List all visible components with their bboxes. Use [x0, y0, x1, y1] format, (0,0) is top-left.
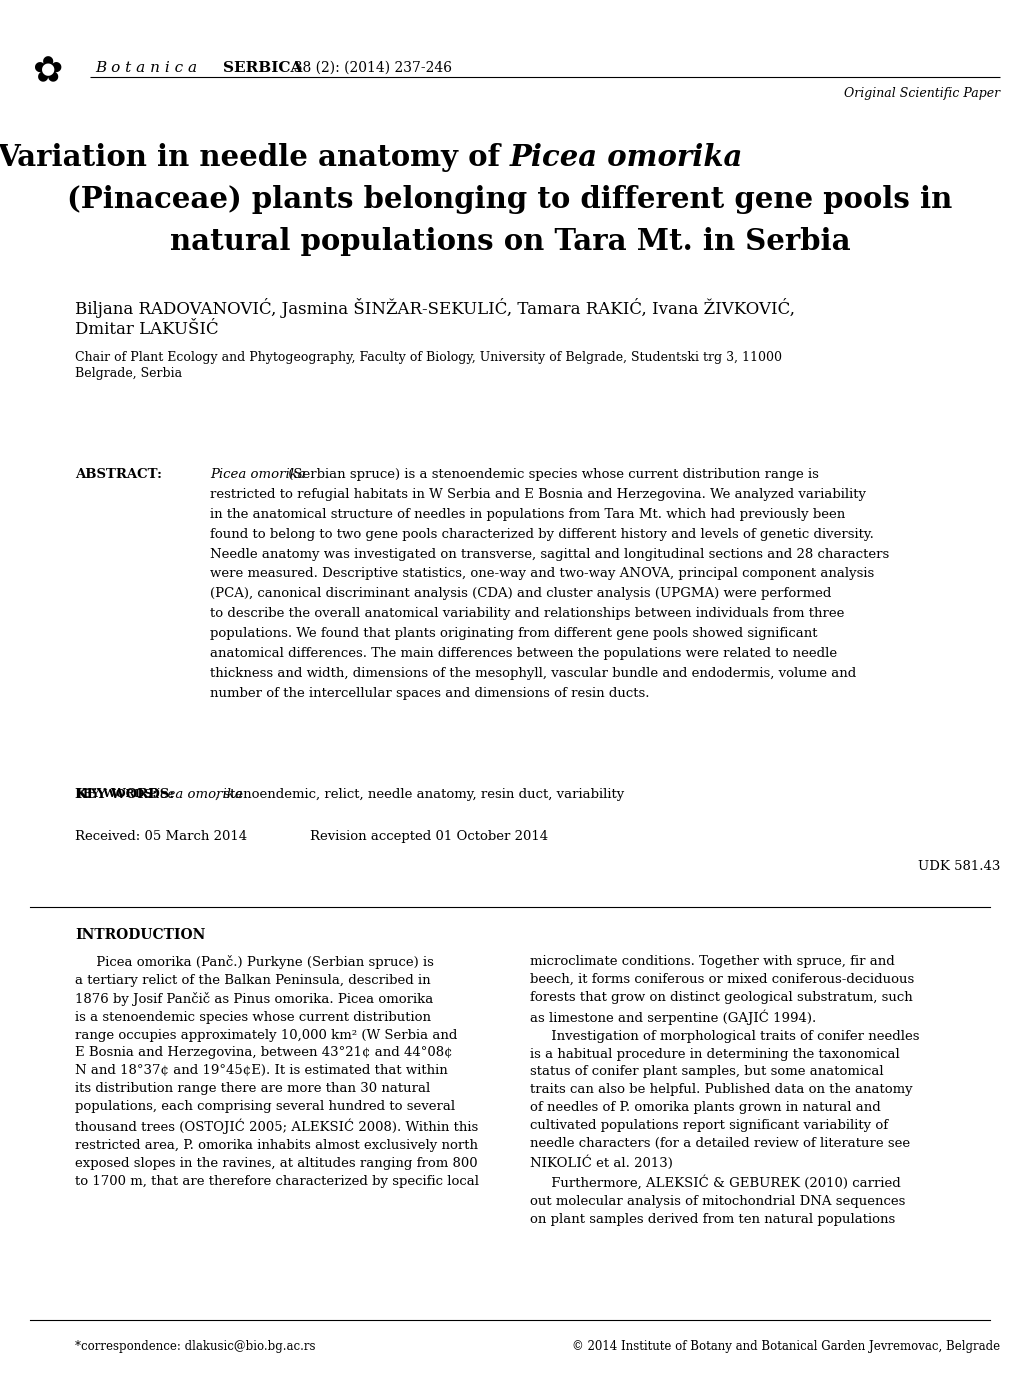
- Text: (PCA), canonical discriminant analysis (CDA) and cluster analysis (UPGMA) were p: (PCA), canonical discriminant analysis (…: [210, 588, 830, 600]
- Text: restricted to refugial habitats in W Serbia and E Bosnia and Herzegovina. We ana: restricted to refugial habitats in W Ser…: [210, 487, 865, 501]
- Text: to describe the overall anatomical variability and relationships between individ: to describe the overall anatomical varia…: [210, 607, 844, 621]
- Text: Picea omorika: Picea omorika: [210, 468, 306, 481]
- Text: , stenoendemic, relict, needle anatomy, resin duct, variability: , stenoendemic, relict, needle anatomy, …: [215, 788, 624, 800]
- Text: (Serbian spruce) is a stenoendemic species whose current distribution range is: (Serbian spruce) is a stenoendemic speci…: [283, 468, 818, 481]
- Text: Received: 05 March 2014: Received: 05 March 2014: [75, 831, 247, 843]
- Text: *correspondence: dlakusic@bio.bg.ac.rs: *correspondence: dlakusic@bio.bg.ac.rs: [75, 1340, 315, 1352]
- Text: KEY WORDS:: KEY WORDS:: [75, 788, 174, 800]
- Text: Belgrade, Serbia: Belgrade, Serbia: [75, 368, 182, 380]
- Text: Dmitar LAKUŠIĆ: Dmitar LAKUŠIĆ: [75, 321, 218, 339]
- Text: Variation in needle anatomy of: Variation in needle anatomy of: [0, 144, 510, 173]
- Text: thickness and width, dimensions of the mesophyll, vascular bundle and endodermis: thickness and width, dimensions of the m…: [210, 667, 855, 680]
- Text: anatomical differences. The main differences between the populations were relate: anatomical differences. The main differe…: [210, 647, 837, 660]
- Text: Revision accepted 01 October 2014: Revision accepted 01 October 2014: [310, 831, 547, 843]
- Text: 38 (2): (2014) 237-246: 38 (2): (2014) 237-246: [284, 60, 451, 76]
- Text: K: K: [75, 788, 87, 800]
- Text: populations. We found that plants originating from different gene pools showed s: populations. We found that plants origin…: [210, 627, 816, 640]
- Text: were measured. Descriptive statistics, one-way and two-way ANOVA, principal comp: were measured. Descriptive statistics, o…: [210, 567, 873, 581]
- Text: found to belong to two gene pools characterized by different history and levels : found to belong to two gene pools charac…: [210, 527, 873, 541]
- Text: Picea omorika: Picea omorika: [147, 788, 243, 800]
- Text: Picea omorika (Panč.) Purkyne (Serbian spruce) is
a tertiary relict of the Balka: Picea omorika (Panč.) Purkyne (Serbian s…: [75, 956, 479, 1188]
- Text: Picea omorika: Picea omorika: [510, 144, 743, 173]
- Text: Biljana RADOVANOVIĆ, Jasmina ŠINŽAR-SEKULIĆ, Tamara RAKIĆ, Ivana ŽIVKOVIĆ,: Biljana RADOVANOVIĆ, Jasmina ŠINŽAR-SEKU…: [75, 298, 794, 319]
- Text: SERBICA: SERBICA: [223, 60, 302, 76]
- Text: Needle anatomy was investigated on transverse, sagittal and longitudinal section: Needle anatomy was investigated on trans…: [210, 548, 889, 560]
- Text: UDK 581.43: UDK 581.43: [917, 859, 999, 873]
- Text: microclimate conditions. Together with spruce, fir and
beech, it forms coniferou: microclimate conditions. Together with s…: [530, 956, 918, 1226]
- Text: ABSTRACT:: ABSTRACT:: [75, 468, 162, 481]
- Text: INTRODUCTION: INTRODUCTION: [75, 928, 205, 942]
- Text: Original Scientific Paper: Original Scientific Paper: [843, 86, 999, 99]
- Text: ✿: ✿: [32, 55, 62, 89]
- Text: number of the intercellular spaces and dimensions of resin ducts.: number of the intercellular spaces and d…: [210, 686, 649, 700]
- Text: Chair of Plant Ecology and Phytogeography, Faculty of Biology, University of Bel: Chair of Plant Ecology and Phytogeograph…: [75, 351, 782, 364]
- Text: EY WORDS:: EY WORDS:: [83, 788, 156, 799]
- Text: in the anatomical structure of needles in populations from Tara Mt. which had pr: in the anatomical structure of needles i…: [210, 508, 845, 520]
- Text: B o t a n i c a: B o t a n i c a: [95, 60, 202, 76]
- Text: natural populations on Tara Mt. in Serbia: natural populations on Tara Mt. in Serbi…: [169, 228, 850, 257]
- Text: © 2014 Institute of Botany and Botanical Garden Jevremovac, Belgrade: © 2014 Institute of Botany and Botanical…: [572, 1340, 999, 1352]
- Text: (Pinaceae) plants belonging to different gene pools in: (Pinaceae) plants belonging to different…: [67, 185, 952, 214]
